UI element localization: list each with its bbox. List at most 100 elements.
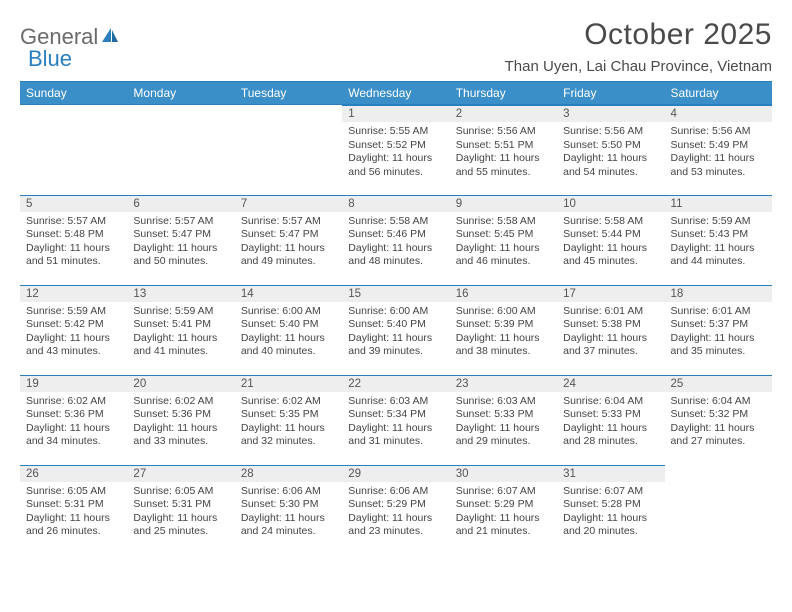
calendar-cell: 7Sunrise: 5:57 AMSunset: 5:47 PMDaylight… — [235, 195, 342, 285]
day-details: Sunrise: 6:04 AMSunset: 5:32 PMDaylight:… — [665, 392, 772, 454]
calendar-cell: 11Sunrise: 5:59 AMSunset: 5:43 PMDayligh… — [665, 195, 772, 285]
day-details: Sunrise: 5:58 AMSunset: 5:46 PMDaylight:… — [342, 212, 449, 274]
day-details: Sunrise: 6:02 AMSunset: 5:35 PMDaylight:… — [235, 392, 342, 454]
calendar-cell: 22Sunrise: 6:03 AMSunset: 5:34 PMDayligh… — [342, 375, 449, 465]
day-number: 29 — [342, 465, 449, 482]
day-details: Sunrise: 6:05 AMSunset: 5:31 PMDaylight:… — [20, 482, 127, 544]
day-number: 7 — [235, 195, 342, 212]
day-details: Sunrise: 6:01 AMSunset: 5:38 PMDaylight:… — [557, 302, 664, 364]
calendar-cell: 13Sunrise: 5:59 AMSunset: 5:41 PMDayligh… — [127, 285, 234, 375]
calendar-cell: 16Sunrise: 6:00 AMSunset: 5:39 PMDayligh… — [450, 285, 557, 375]
day-details: Sunrise: 6:01 AMSunset: 5:37 PMDaylight:… — [665, 302, 772, 364]
day-number: 11 — [665, 195, 772, 212]
calendar-week-row: 19Sunrise: 6:02 AMSunset: 5:36 PMDayligh… — [20, 375, 772, 465]
day-number: 10 — [557, 195, 664, 212]
calendar-cell: 20Sunrise: 6:02 AMSunset: 5:36 PMDayligh… — [127, 375, 234, 465]
calendar-cell: 28Sunrise: 6:06 AMSunset: 5:30 PMDayligh… — [235, 465, 342, 555]
location: Than Uyen, Lai Chau Province, Vietnam — [505, 58, 772, 75]
calendar-cell: 18Sunrise: 6:01 AMSunset: 5:37 PMDayligh… — [665, 285, 772, 375]
calendar-cell — [665, 465, 772, 555]
day-details: Sunrise: 6:03 AMSunset: 5:34 PMDaylight:… — [342, 392, 449, 454]
calendar-cell: 19Sunrise: 6:02 AMSunset: 5:36 PMDayligh… — [20, 375, 127, 465]
calendar-cell: 4Sunrise: 5:56 AMSunset: 5:49 PMDaylight… — [665, 105, 772, 195]
day-details: Sunrise: 6:04 AMSunset: 5:33 PMDaylight:… — [557, 392, 664, 454]
day-header-row: Sunday Monday Tuesday Wednesday Thursday… — [20, 82, 772, 105]
calendar-cell: 9Sunrise: 5:58 AMSunset: 5:45 PMDaylight… — [450, 195, 557, 285]
calendar-cell: 17Sunrise: 6:01 AMSunset: 5:38 PMDayligh… — [557, 285, 664, 375]
day-number: 22 — [342, 375, 449, 392]
day-details: Sunrise: 5:55 AMSunset: 5:52 PMDaylight:… — [342, 122, 449, 184]
day-details: Sunrise: 6:07 AMSunset: 5:28 PMDaylight:… — [557, 482, 664, 544]
day-number: 12 — [20, 285, 127, 302]
day-number: 30 — [450, 465, 557, 482]
day-number: 28 — [235, 465, 342, 482]
day-details: Sunrise: 5:56 AMSunset: 5:49 PMDaylight:… — [665, 122, 772, 184]
day-header: Thursday — [450, 82, 557, 105]
day-details: Sunrise: 5:56 AMSunset: 5:51 PMDaylight:… — [450, 122, 557, 184]
day-details: Sunrise: 5:59 AMSunset: 5:43 PMDaylight:… — [665, 212, 772, 274]
day-details: Sunrise: 6:00 AMSunset: 5:39 PMDaylight:… — [450, 302, 557, 364]
calendar-week-row: 26Sunrise: 6:05 AMSunset: 5:31 PMDayligh… — [20, 465, 772, 555]
day-details: Sunrise: 5:59 AMSunset: 5:42 PMDaylight:… — [20, 302, 127, 364]
day-header: Friday — [557, 82, 664, 105]
calendar-week-row: 1Sunrise: 5:55 AMSunset: 5:52 PMDaylight… — [20, 105, 772, 195]
calendar-cell: 25Sunrise: 6:04 AMSunset: 5:32 PMDayligh… — [665, 375, 772, 465]
month-title: October 2025 — [505, 18, 772, 52]
title-block: October 2025 Than Uyen, Lai Chau Provinc… — [505, 18, 772, 75]
day-header: Sunday — [20, 82, 127, 105]
calendar-cell: 29Sunrise: 6:06 AMSunset: 5:29 PMDayligh… — [342, 465, 449, 555]
day-number: 2 — [450, 105, 557, 122]
day-number: 5 — [20, 195, 127, 212]
day-number: 15 — [342, 285, 449, 302]
day-number: 17 — [557, 285, 664, 302]
day-header: Monday — [127, 82, 234, 105]
calendar-week-row: 12Sunrise: 5:59 AMSunset: 5:42 PMDayligh… — [20, 285, 772, 375]
day-number: 6 — [127, 195, 234, 212]
calendar-cell: 12Sunrise: 5:59 AMSunset: 5:42 PMDayligh… — [20, 285, 127, 375]
calendar-cell: 8Sunrise: 5:58 AMSunset: 5:46 PMDaylight… — [342, 195, 449, 285]
calendar-cell: 3Sunrise: 5:56 AMSunset: 5:50 PMDaylight… — [557, 105, 664, 195]
day-details: Sunrise: 6:06 AMSunset: 5:30 PMDaylight:… — [235, 482, 342, 544]
day-details: Sunrise: 5:57 AMSunset: 5:47 PMDaylight:… — [127, 212, 234, 274]
calendar-body: 1Sunrise: 5:55 AMSunset: 5:52 PMDaylight… — [20, 105, 772, 555]
day-details: Sunrise: 5:58 AMSunset: 5:45 PMDaylight:… — [450, 212, 557, 274]
day-number: 31 — [557, 465, 664, 482]
calendar-cell: 14Sunrise: 6:00 AMSunset: 5:40 PMDayligh… — [235, 285, 342, 375]
day-details: Sunrise: 5:58 AMSunset: 5:44 PMDaylight:… — [557, 212, 664, 274]
day-details: Sunrise: 6:02 AMSunset: 5:36 PMDaylight:… — [20, 392, 127, 454]
day-number: 27 — [127, 465, 234, 482]
day-number: 23 — [450, 375, 557, 392]
calendar-cell — [235, 105, 342, 195]
day-number: 20 — [127, 375, 234, 392]
day-number: 16 — [450, 285, 557, 302]
calendar-cell: 30Sunrise: 6:07 AMSunset: 5:29 PMDayligh… — [450, 465, 557, 555]
day-number: 1 — [342, 105, 449, 122]
day-header: Wednesday — [342, 82, 449, 105]
day-details: Sunrise: 5:57 AMSunset: 5:48 PMDaylight:… — [20, 212, 127, 274]
day-number: 14 — [235, 285, 342, 302]
day-details: Sunrise: 6:06 AMSunset: 5:29 PMDaylight:… — [342, 482, 449, 544]
calendar-cell: 1Sunrise: 5:55 AMSunset: 5:52 PMDaylight… — [342, 105, 449, 195]
calendar-cell — [20, 105, 127, 195]
calendar-cell: 23Sunrise: 6:03 AMSunset: 5:33 PMDayligh… — [450, 375, 557, 465]
day-number: 19 — [20, 375, 127, 392]
day-number: 8 — [342, 195, 449, 212]
calendar-cell: 15Sunrise: 6:00 AMSunset: 5:40 PMDayligh… — [342, 285, 449, 375]
day-number: 18 — [665, 285, 772, 302]
calendar-cell: 6Sunrise: 5:57 AMSunset: 5:47 PMDaylight… — [127, 195, 234, 285]
day-number: 25 — [665, 375, 772, 392]
day-details: Sunrise: 6:07 AMSunset: 5:29 PMDaylight:… — [450, 482, 557, 544]
day-number: 9 — [450, 195, 557, 212]
calendar-cell: 27Sunrise: 6:05 AMSunset: 5:31 PMDayligh… — [127, 465, 234, 555]
day-header: Saturday — [665, 82, 772, 105]
day-details: Sunrise: 6:03 AMSunset: 5:33 PMDaylight:… — [450, 392, 557, 454]
day-details: Sunrise: 6:00 AMSunset: 5:40 PMDaylight:… — [235, 302, 342, 364]
day-number: 26 — [20, 465, 127, 482]
day-details: Sunrise: 6:02 AMSunset: 5:36 PMDaylight:… — [127, 392, 234, 454]
day-details: Sunrise: 5:59 AMSunset: 5:41 PMDaylight:… — [127, 302, 234, 364]
day-number: 13 — [127, 285, 234, 302]
calendar-cell: 5Sunrise: 5:57 AMSunset: 5:48 PMDaylight… — [20, 195, 127, 285]
day-number: 3 — [557, 105, 664, 122]
calendar-cell: 24Sunrise: 6:04 AMSunset: 5:33 PMDayligh… — [557, 375, 664, 465]
logo-sail-icon — [98, 24, 122, 50]
